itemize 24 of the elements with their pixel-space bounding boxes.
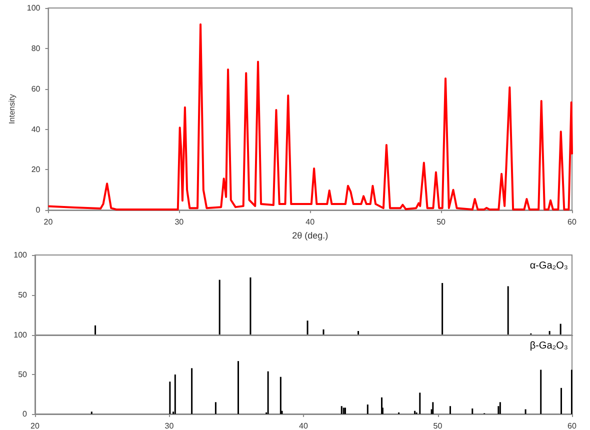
x-tick-label: 60 [568,422,577,430]
text: α-Ga₂O₃ [530,260,568,272]
x-tick-label: 40 [306,218,316,227]
x-axis-title: 2θ (deg.) [292,230,328,240]
y-tick-label: 50 [18,290,28,300]
y-tick-label: 80 [31,44,41,53]
y-tick-label: 100 [26,4,41,12]
y-tick-label: 100 [14,330,28,340]
y-tick-label: 0 [36,206,41,215]
y-tick-label: 60 [31,84,41,94]
x-tick-label: 50 [433,422,443,430]
x-tick-label: 30 [164,422,174,430]
y-axis-title: Intensity [8,94,16,124]
y-tick-label: 0 [22,410,28,418]
y-tick-label: 20 [31,165,41,174]
x-tick-label: 20 [44,218,54,227]
y-tick-label: 100 [14,250,28,260]
y-tick-label: 50 [18,370,28,379]
y-tick-label: 40 [31,124,41,134]
x-tick-label: 60 [568,218,577,227]
x-tick-label: 30 [174,218,184,227]
series-label: β-Ga₂O₃ [530,340,568,352]
x-tick-label: 40 [299,422,308,430]
x-tick-label: 50 [436,218,446,227]
